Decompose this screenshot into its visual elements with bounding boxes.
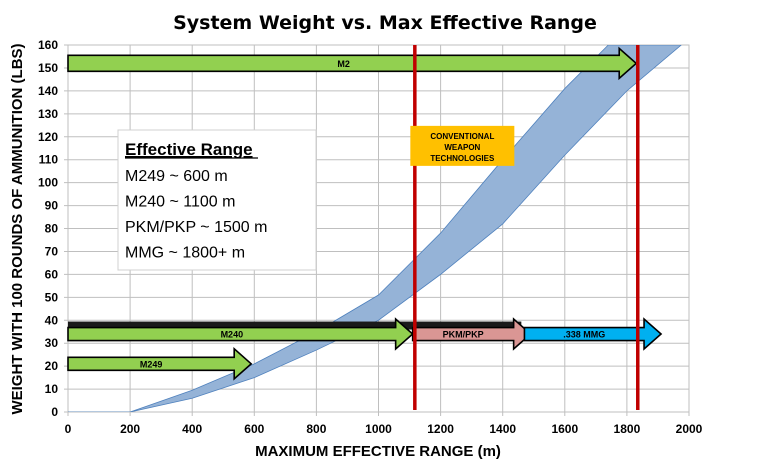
chart-title: System Weight vs. Max Effective Range: [173, 12, 597, 34]
arrow-shape: [411, 317, 532, 351]
arrow-label: M2: [337, 59, 350, 69]
arrow-shape: [67, 46, 638, 81]
y-tick-label: 0: [51, 405, 58, 419]
x-tick-label: 0: [65, 422, 72, 436]
x-tick-label: 1600: [551, 422, 578, 436]
arrow-338mmg: .338 MMG: [523, 317, 663, 351]
arrow-shape: [523, 317, 663, 351]
conventional-label-box: [410, 125, 515, 166]
effective-range-line: M240 ~ 1100 m: [125, 194, 235, 211]
y-tick-label: 90: [45, 199, 59, 213]
y-tick-label: 10: [45, 382, 59, 396]
y-tick-label: 100: [38, 176, 58, 190]
x-tick-label: 1000: [365, 422, 392, 436]
vertical-line-layer: [413, 45, 640, 410]
y-tick-label: 40: [45, 313, 59, 327]
arrow-m2: M2: [67, 46, 638, 81]
arrow-m249: M249: [67, 347, 253, 381]
conventional-label-line: WEAPON: [444, 143, 480, 152]
x-tick-label: 1800: [614, 422, 641, 436]
x-tick-label: 600: [244, 422, 264, 436]
y-tick-label: 50: [45, 290, 59, 304]
conventional-label-line: TECHNOLOGIES: [430, 154, 495, 163]
x-axis-label: MAXIMUM EFFECTIVE RANGE (m): [255, 443, 501, 460]
arrow-shape: [67, 317, 414, 351]
x-tick-label: 1400: [489, 422, 516, 436]
band-layer: [68, 45, 682, 412]
effective-range-line: MMG ~ 1800+ m: [125, 245, 245, 262]
annotation-layer: CONVENTIONAL WEAPON TECHNOLOGIES Effective …: [117, 125, 515, 271]
y-tick-label: 120: [38, 130, 58, 144]
y-tick-label: 80: [45, 222, 59, 236]
effective-range-title: Effective Range: [125, 140, 253, 159]
arrow-label: M240: [221, 330, 244, 340]
conventional-label-line: CONVENTIONAL: [430, 132, 494, 141]
arrow-shape: [67, 347, 253, 381]
y-tick-label: 70: [45, 244, 59, 258]
effective-range-line: PKM/PKP ~ 1500 m: [125, 219, 267, 236]
effective-range-line: M249 ~ 600 m: [125, 168, 228, 185]
black-bar: [68, 321, 522, 330]
y-tick-label: 160: [38, 38, 58, 52]
x-tick-label: 200: [120, 422, 140, 436]
x-tick-label: 800: [306, 422, 326, 436]
arrow-m240: M240: [67, 317, 414, 351]
x-tick-label: 2000: [676, 422, 703, 436]
x-tick-label: 1200: [427, 422, 454, 436]
arrow-label: .338 MMG: [563, 330, 605, 340]
y-tick-label: 30: [45, 336, 59, 350]
tick-layer: 0 200 400 600 800 1000 1200 1400 1600 1800 2000 0 10…: [38, 38, 703, 436]
x-tick-label: 400: [182, 422, 202, 436]
arrow-label: M249: [140, 359, 163, 369]
y-tick-label: 130: [38, 107, 58, 121]
y-tick-label: 150: [38, 61, 58, 75]
arrow-label: PKM/PKP: [443, 330, 484, 340]
arrow-pkmpkp: PKM/PKP: [411, 317, 532, 351]
y-tick-label: 60: [45, 267, 59, 281]
y-tick-label: 110: [39, 153, 59, 167]
y-tick-label: 20: [45, 359, 59, 373]
y-tick-label: 140: [38, 84, 58, 98]
conventional-band: [68, 45, 682, 412]
arrow-layer: M249 M240 PKM/PKP .338 MMG M2: [67, 46, 663, 381]
effective-range-box: [117, 129, 317, 271]
y-axis-label: WEIGHT WITH 100 ROUNDS OF AMMUNITION (LB…: [9, 43, 26, 414]
